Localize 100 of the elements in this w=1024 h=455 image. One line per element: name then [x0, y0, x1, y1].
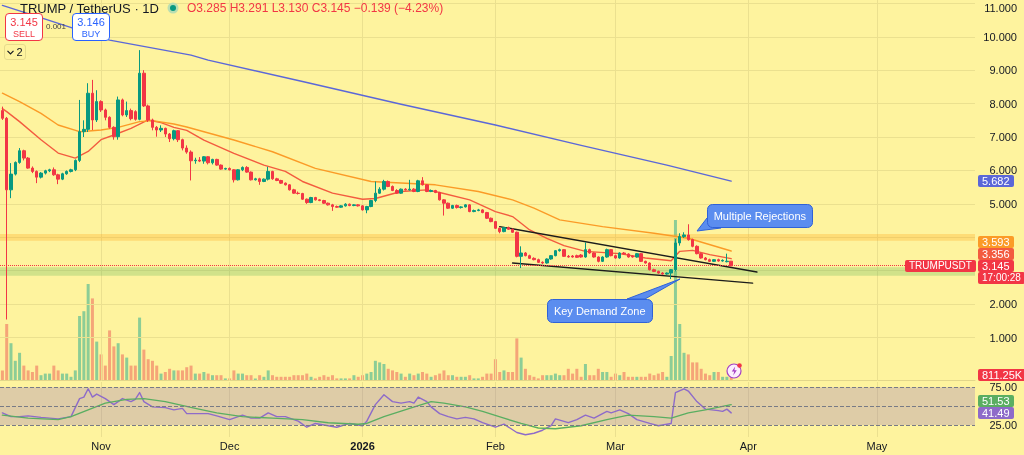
bar: [279, 376, 283, 380]
bar: [206, 373, 210, 380]
bar: [296, 375, 300, 380]
candlestick: [575, 254, 579, 259]
x-tick-label: 2026: [350, 439, 375, 452]
bar: [463, 376, 467, 380]
bar: [125, 357, 129, 380]
bar: [365, 373, 369, 380]
candlestick: [138, 49, 141, 121]
bar: [451, 375, 455, 380]
bar: [648, 373, 652, 380]
candlestick: [211, 158, 214, 165]
bar: [661, 372, 665, 380]
bar: [95, 341, 99, 380]
candlestick: [164, 127, 167, 138]
candlestick: [639, 252, 643, 263]
bar: [198, 373, 202, 380]
bar: [571, 373, 575, 380]
candlestick: [562, 248, 566, 258]
bar: [468, 375, 472, 380]
candlestick: [399, 187, 403, 195]
candlestick: [725, 253, 729, 263]
bar: [292, 375, 296, 380]
candlestick: [524, 251, 527, 257]
bar: [408, 373, 412, 380]
candlestick: [215, 158, 219, 167]
text: 17:00:28: [978, 271, 1024, 284]
bar: [65, 373, 69, 380]
bar: [515, 338, 519, 380]
bar: [412, 375, 416, 380]
text: 41.49: [978, 406, 1014, 419]
bar: [373, 360, 377, 380]
bar: [189, 365, 193, 380]
candlestick: [408, 179, 411, 191]
y-tick-label: 1.000: [989, 331, 1017, 344]
candlestick: [172, 129, 176, 141]
candlestick: [121, 98, 124, 117]
bar: [185, 367, 189, 380]
bar: [545, 375, 549, 380]
candlestick: [125, 101, 128, 118]
candlestick: [455, 204, 459, 210]
bar: [553, 373, 557, 380]
candlestick: [339, 204, 343, 209]
bar: [699, 368, 703, 380]
candlestick: [194, 157, 197, 165]
bar: [232, 370, 236, 380]
bar: [249, 375, 253, 380]
bar: [138, 317, 142, 380]
bar: [48, 373, 52, 380]
bar: [622, 372, 626, 380]
candlestick: [116, 96, 120, 141]
bar: [258, 375, 262, 380]
bar: [262, 376, 266, 380]
bar: [245, 375, 249, 380]
annotation: 3.146: [76, 16, 106, 28]
candlestick: [545, 257, 549, 265]
y-tick-label: 75.00: [989, 381, 1017, 394]
bar: [275, 376, 279, 380]
candlestick: [48, 168, 51, 173]
bar: [703, 373, 707, 380]
candlestick: [279, 179, 283, 185]
candlestick: [631, 254, 634, 259]
bar: [240, 373, 244, 380]
bar: [142, 349, 146, 380]
candlestick: [35, 169, 38, 184]
bar: [22, 365, 26, 380]
candlestick: [584, 241, 587, 259]
bar: [322, 375, 326, 380]
candlestick: [404, 187, 407, 191]
bar: [159, 373, 163, 380]
candlestick: [335, 205, 339, 209]
candlestick: [219, 163, 223, 171]
bar: [378, 362, 382, 380]
bar: [609, 376, 613, 380]
candlestick: [502, 226, 506, 233]
bar: [502, 370, 506, 380]
text: 51.53: [978, 394, 1014, 407]
candlestick: [395, 188, 399, 195]
candlestick: [95, 89, 98, 123]
bar: [82, 311, 86, 380]
y-tick-label: 8.000: [989, 97, 1017, 110]
bar: [665, 376, 669, 380]
candlestick: [468, 203, 471, 213]
bar: [331, 375, 334, 380]
bar: [52, 365, 56, 380]
candlestick: [249, 170, 253, 181]
bar: [425, 373, 429, 380]
x-tick-label: May: [866, 439, 888, 452]
bar: [150, 360, 154, 380]
bar: [532, 376, 536, 380]
candlestick: [515, 231, 519, 258]
bar: [90, 298, 94, 380]
bar: [129, 365, 133, 380]
text: 811.25K: [978, 369, 1024, 382]
text: 5.682: [978, 175, 1014, 188]
bar: [9, 343, 13, 380]
bar: [108, 330, 112, 380]
bar: [712, 372, 716, 380]
candlestick: [309, 196, 313, 204]
candlestick: [198, 156, 201, 163]
